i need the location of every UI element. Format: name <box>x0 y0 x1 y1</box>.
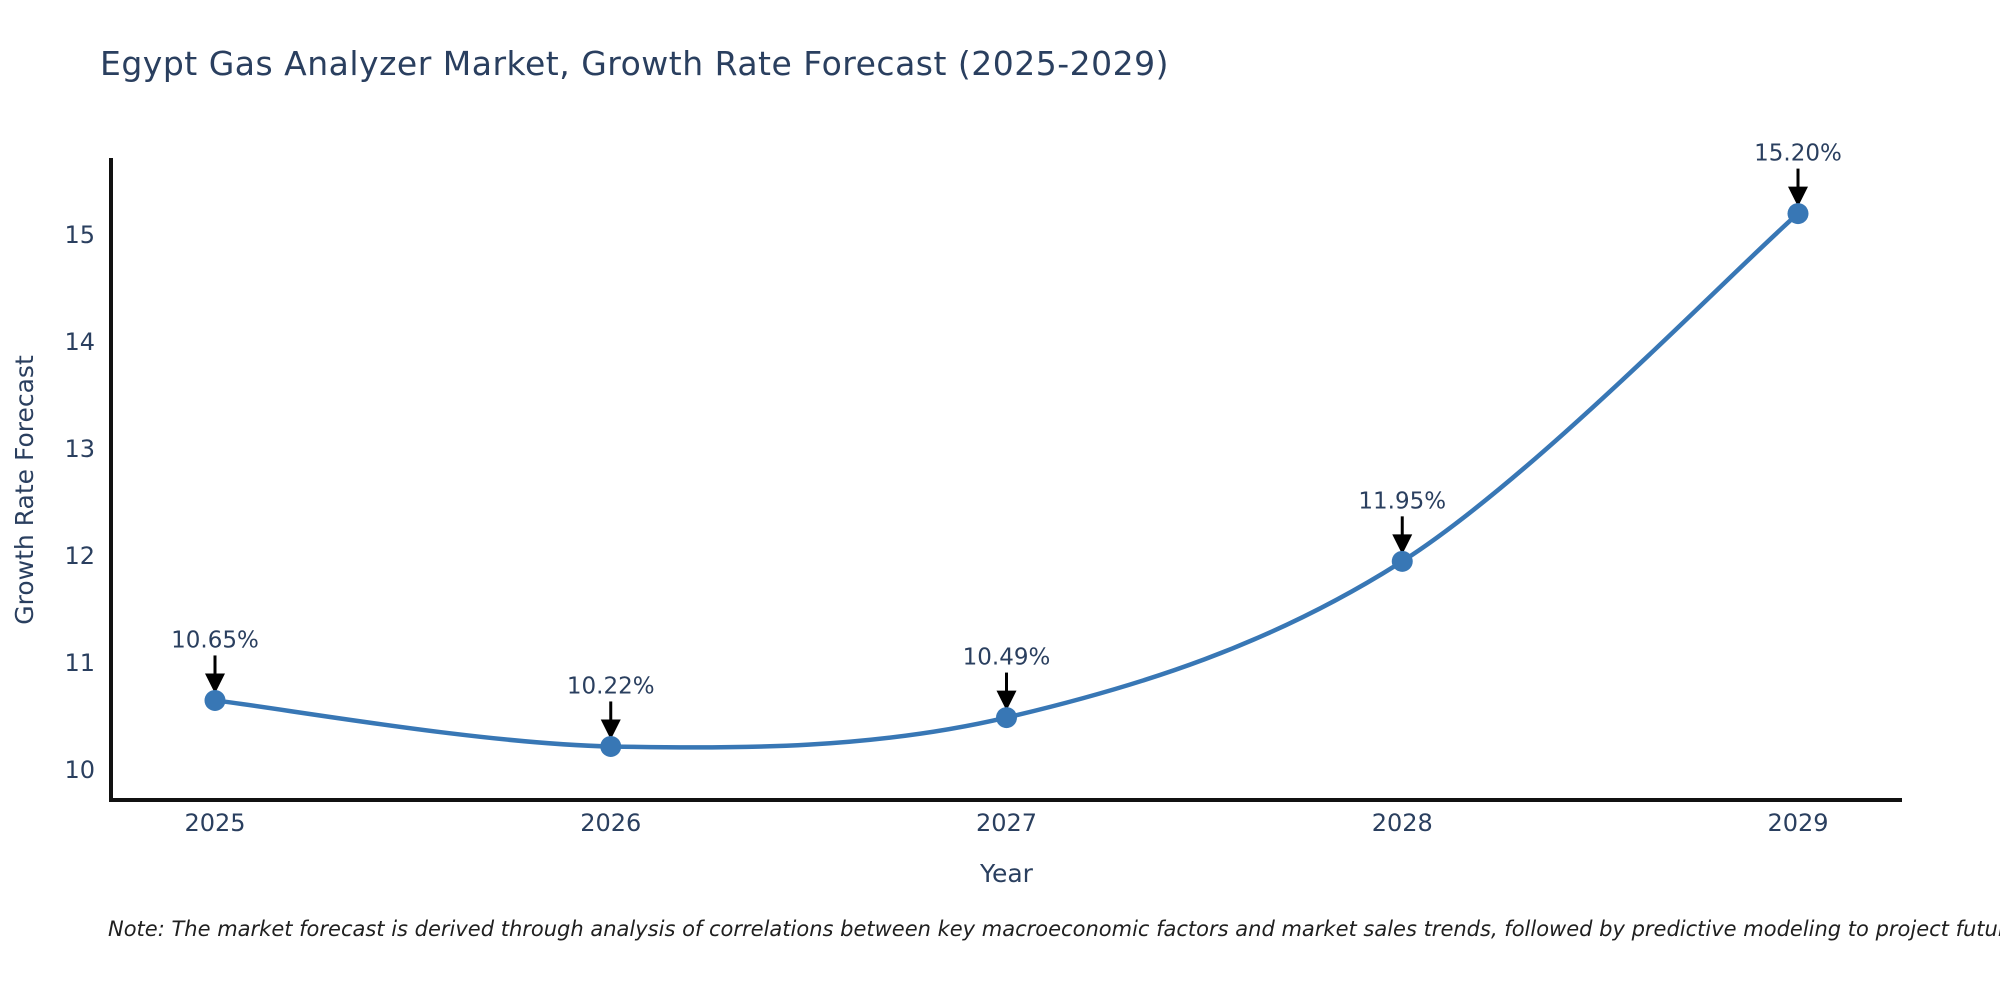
chart-title: Egypt Gas Analyzer Market, Growth Rate F… <box>100 44 1170 83</box>
y-axis-tick-label: 15 <box>64 221 95 249</box>
y-axis-tick-label: 13 <box>64 435 95 463</box>
growth-rate-series-line <box>212 211 1801 750</box>
annotation-arrow-head <box>205 673 225 694</box>
data-point-value-label: 11.95% <box>1358 488 1446 514</box>
y-axis-tick-label: 12 <box>64 542 95 570</box>
annotation-arrow-head <box>600 719 621 740</box>
data-point-value-label: 15.20% <box>1754 141 1842 167</box>
annotation-arrow-head <box>1788 186 1808 207</box>
data-point-value-label: 10.22% <box>567 673 655 699</box>
chart-footnote: Note: The market forecast is derived thr… <box>108 917 2000 941</box>
x-axis-title: Year <box>979 859 1034 888</box>
data-point-marker[interactable] <box>600 735 622 757</box>
x-axis-tick-label: 2027 <box>976 809 1037 837</box>
annotation-arrow-head <box>996 690 1017 711</box>
x-axis-tick-label: 2025 <box>184 809 245 837</box>
data-point-marker[interactable] <box>1391 550 1413 572</box>
x-axis-tick-label: 2026 <box>580 809 641 837</box>
y-axis-title: Growth Rate Forecast <box>10 355 39 625</box>
data-point-marker[interactable] <box>1787 203 1809 225</box>
y-axis-tick-label: 11 <box>64 649 95 677</box>
x-axis-tick-label: 2029 <box>1767 809 1828 837</box>
data-point-value-label: 10.49% <box>963 645 1051 671</box>
annotation-arrow-head <box>1392 534 1413 555</box>
x-axis-tick-label: 2028 <box>1372 809 1433 837</box>
data-point-marker[interactable] <box>204 689 226 711</box>
data-point-value-label: 10.65% <box>171 627 259 653</box>
y-axis-tick-label: 14 <box>64 328 95 356</box>
y-axis-tick-label: 10 <box>64 756 95 784</box>
data-point-marker[interactable] <box>996 707 1017 729</box>
